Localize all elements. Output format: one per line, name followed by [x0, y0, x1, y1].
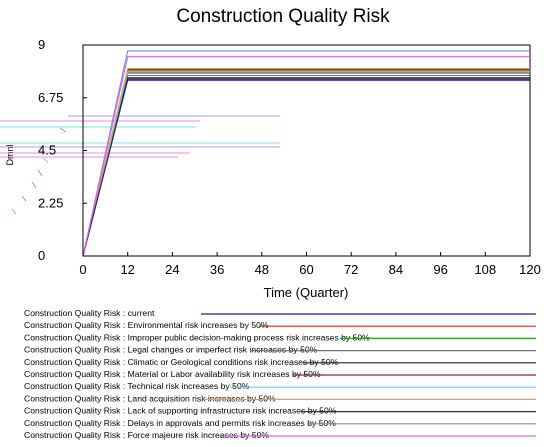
x-tick-label: 72	[344, 262, 358, 277]
x-tick-label: 84	[389, 262, 403, 277]
series-line	[82, 71, 530, 257]
y-tick-label: 6.75	[38, 90, 63, 105]
y-ticks: 0 2.25 4.5 6.75 9	[38, 37, 87, 263]
x-tick-label: 120	[519, 262, 541, 277]
series-line	[82, 77, 530, 257]
legend-entry-label: Construction Quality Risk : Force majeur…	[24, 430, 269, 440]
x-tick-label: 24	[165, 262, 179, 277]
legend: Construction Quality Risk : current Const…	[24, 308, 536, 440]
y-tick-label: 0	[38, 248, 45, 263]
chart-title: Construction Quality Risk	[176, 6, 390, 27]
series-layer	[82, 50, 530, 257]
legend-entry-label: Construction Quality Risk : Delays in ap…	[24, 418, 336, 428]
x-ticks: 0 12 24 36 48 60 72 84 96 108 120	[79, 252, 541, 277]
legend-entry-label: Construction Quality Risk : Lack of supp…	[24, 406, 337, 416]
series-line	[82, 79, 530, 257]
x-tick-label: 96	[433, 262, 447, 277]
x-tick-label: 60	[299, 262, 313, 277]
legend-entry-label: Construction Quality Risk : Land acquisi…	[24, 393, 276, 403]
series-line	[82, 74, 530, 257]
x-tick-label: 0	[79, 262, 86, 277]
series-line	[82, 70, 530, 257]
x-axis-label: Time (Quarter)	[264, 285, 349, 300]
legend-entry-label: Construction Quality Risk : Legal change…	[24, 345, 318, 355]
x-tick-label: 108	[474, 262, 496, 277]
series-line	[82, 72, 530, 257]
series-line	[82, 78, 530, 257]
y-axis-label: Dmnl	[5, 144, 15, 165]
series-line	[82, 69, 530, 257]
series-line	[82, 67, 530, 257]
y-tick-label: 9	[38, 37, 45, 52]
legend-entry-label: Construction Quality Risk : Improper pub…	[24, 332, 370, 342]
plot-area-frame	[82, 44, 531, 257]
x-tick-label: 12	[120, 262, 134, 277]
x-tick-label: 36	[210, 262, 224, 277]
series-line	[82, 56, 530, 257]
y-tick-label: 2.25	[38, 195, 63, 210]
series-line	[82, 50, 530, 257]
legend-entry-label: Construction Quality Risk : Material or …	[24, 369, 321, 379]
legend-entry-label: Construction Quality Risk : current	[24, 308, 155, 318]
y-tick-label: 4.5	[38, 143, 56, 158]
legend-entry-label: Construction Quality Risk : Climatic or …	[24, 357, 339, 367]
legend-entry-label: Construction Quality Risk : Environmenta…	[24, 320, 269, 330]
legend-entry-label: Construction Quality Risk : Technical ri…	[24, 381, 250, 391]
x-tick-label: 48	[255, 262, 269, 277]
legend-spill-decoration	[0, 115, 280, 215]
